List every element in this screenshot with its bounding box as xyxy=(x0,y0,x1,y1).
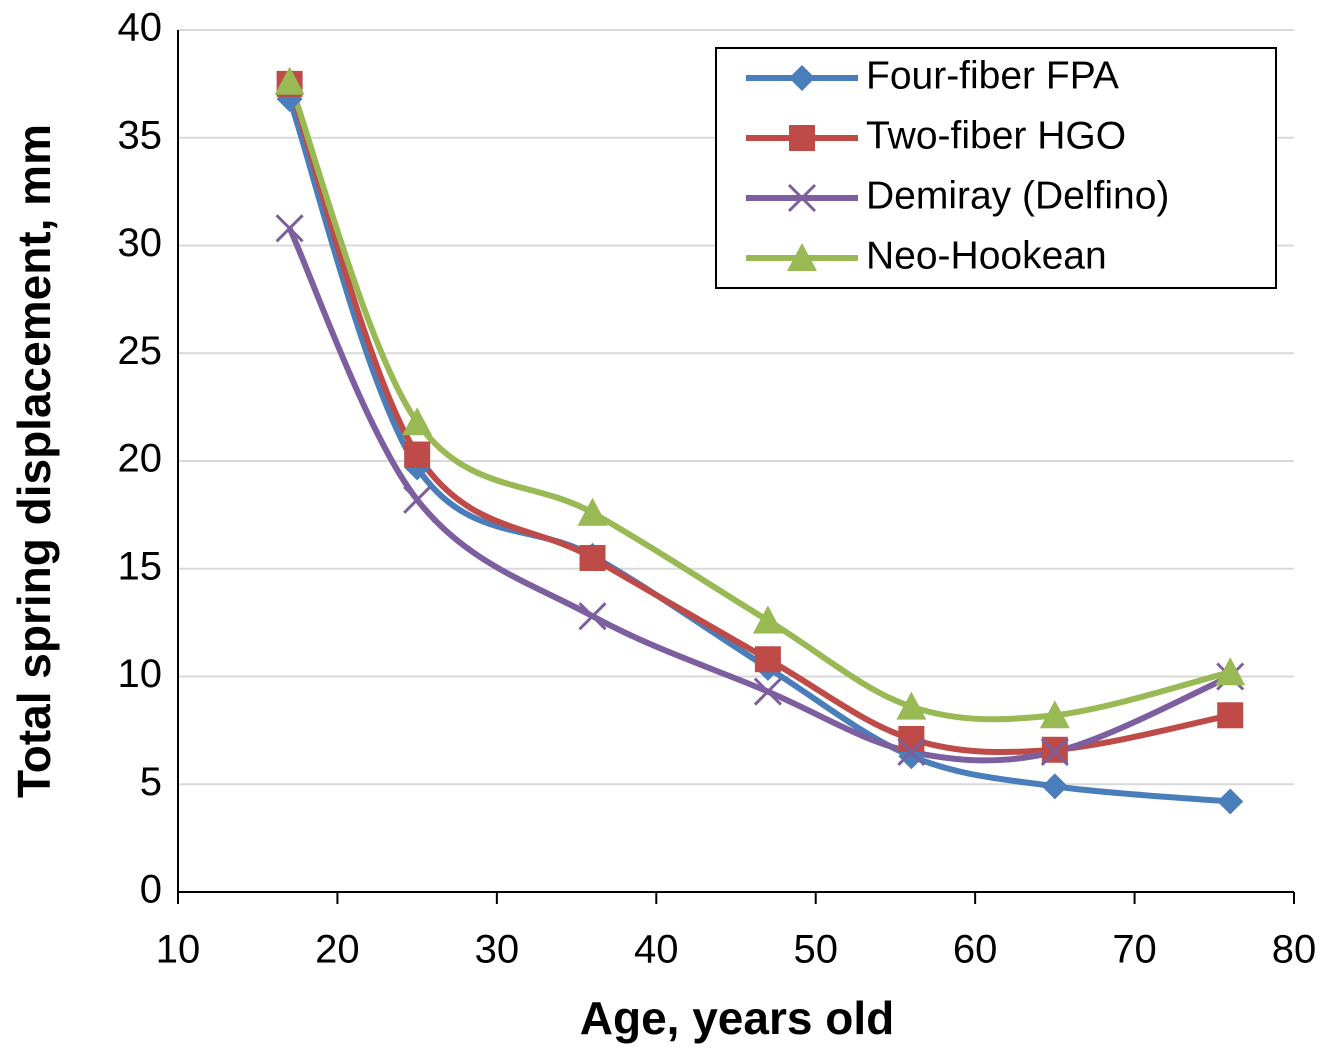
x-tick-label: 30 xyxy=(475,928,520,972)
x-tick-label: 70 xyxy=(1112,928,1157,972)
data-point xyxy=(579,544,606,571)
x-tick-label: 10 xyxy=(156,928,201,972)
x-tick-label: 20 xyxy=(315,928,360,972)
x-tick-label: 60 xyxy=(953,928,998,972)
data-point xyxy=(274,66,305,95)
y-tick-label: 5 xyxy=(140,760,162,804)
y-tick-label: 15 xyxy=(118,544,163,588)
data-point xyxy=(1039,700,1070,729)
x-tick-label: 80 xyxy=(1272,928,1317,972)
legend-marker xyxy=(789,65,815,91)
data-point xyxy=(896,691,927,720)
data-point xyxy=(402,407,433,436)
data-point xyxy=(1040,737,1069,766)
legend-marker xyxy=(787,243,817,271)
x-tick-label: 40 xyxy=(634,928,679,972)
data-point xyxy=(898,725,925,752)
data-point xyxy=(577,497,608,526)
data-point xyxy=(754,646,781,673)
data-point xyxy=(752,605,783,634)
y-tick-label: 10 xyxy=(118,652,163,696)
data-point xyxy=(1217,702,1244,729)
y-tick-label: 25 xyxy=(118,329,163,373)
x-tick-label: 50 xyxy=(793,928,838,972)
x-axis-title: Age, years old xyxy=(580,992,894,1044)
data-point xyxy=(404,441,431,468)
legend-label: Four-fiber FPA xyxy=(866,54,1119,97)
y-tick-label: 40 xyxy=(118,6,163,50)
legend-label: Neo-Hookean xyxy=(866,234,1107,277)
data-point xyxy=(403,485,432,514)
legend-marker xyxy=(787,183,817,213)
y-axis-title: Total spring displacement, mm xyxy=(8,124,60,798)
data-point xyxy=(1041,773,1068,800)
data-point xyxy=(578,602,607,631)
data-point xyxy=(1215,657,1246,686)
legend-marker xyxy=(789,125,815,151)
legend-label: Two-fiber HGO xyxy=(866,114,1126,157)
data-point xyxy=(897,737,926,766)
y-tick-label: 35 xyxy=(118,113,163,157)
data-point xyxy=(275,214,304,243)
legend-label: Demiray (Delfino) xyxy=(866,174,1169,217)
data-point xyxy=(753,677,782,706)
data-point xyxy=(1217,788,1244,815)
data-point xyxy=(1041,736,1068,763)
y-tick-label: 0 xyxy=(140,868,162,912)
series-line xyxy=(286,226,1232,764)
y-tick-label: 30 xyxy=(118,221,163,265)
y-tick-label: 20 xyxy=(118,437,163,481)
legend-box xyxy=(715,47,1277,289)
